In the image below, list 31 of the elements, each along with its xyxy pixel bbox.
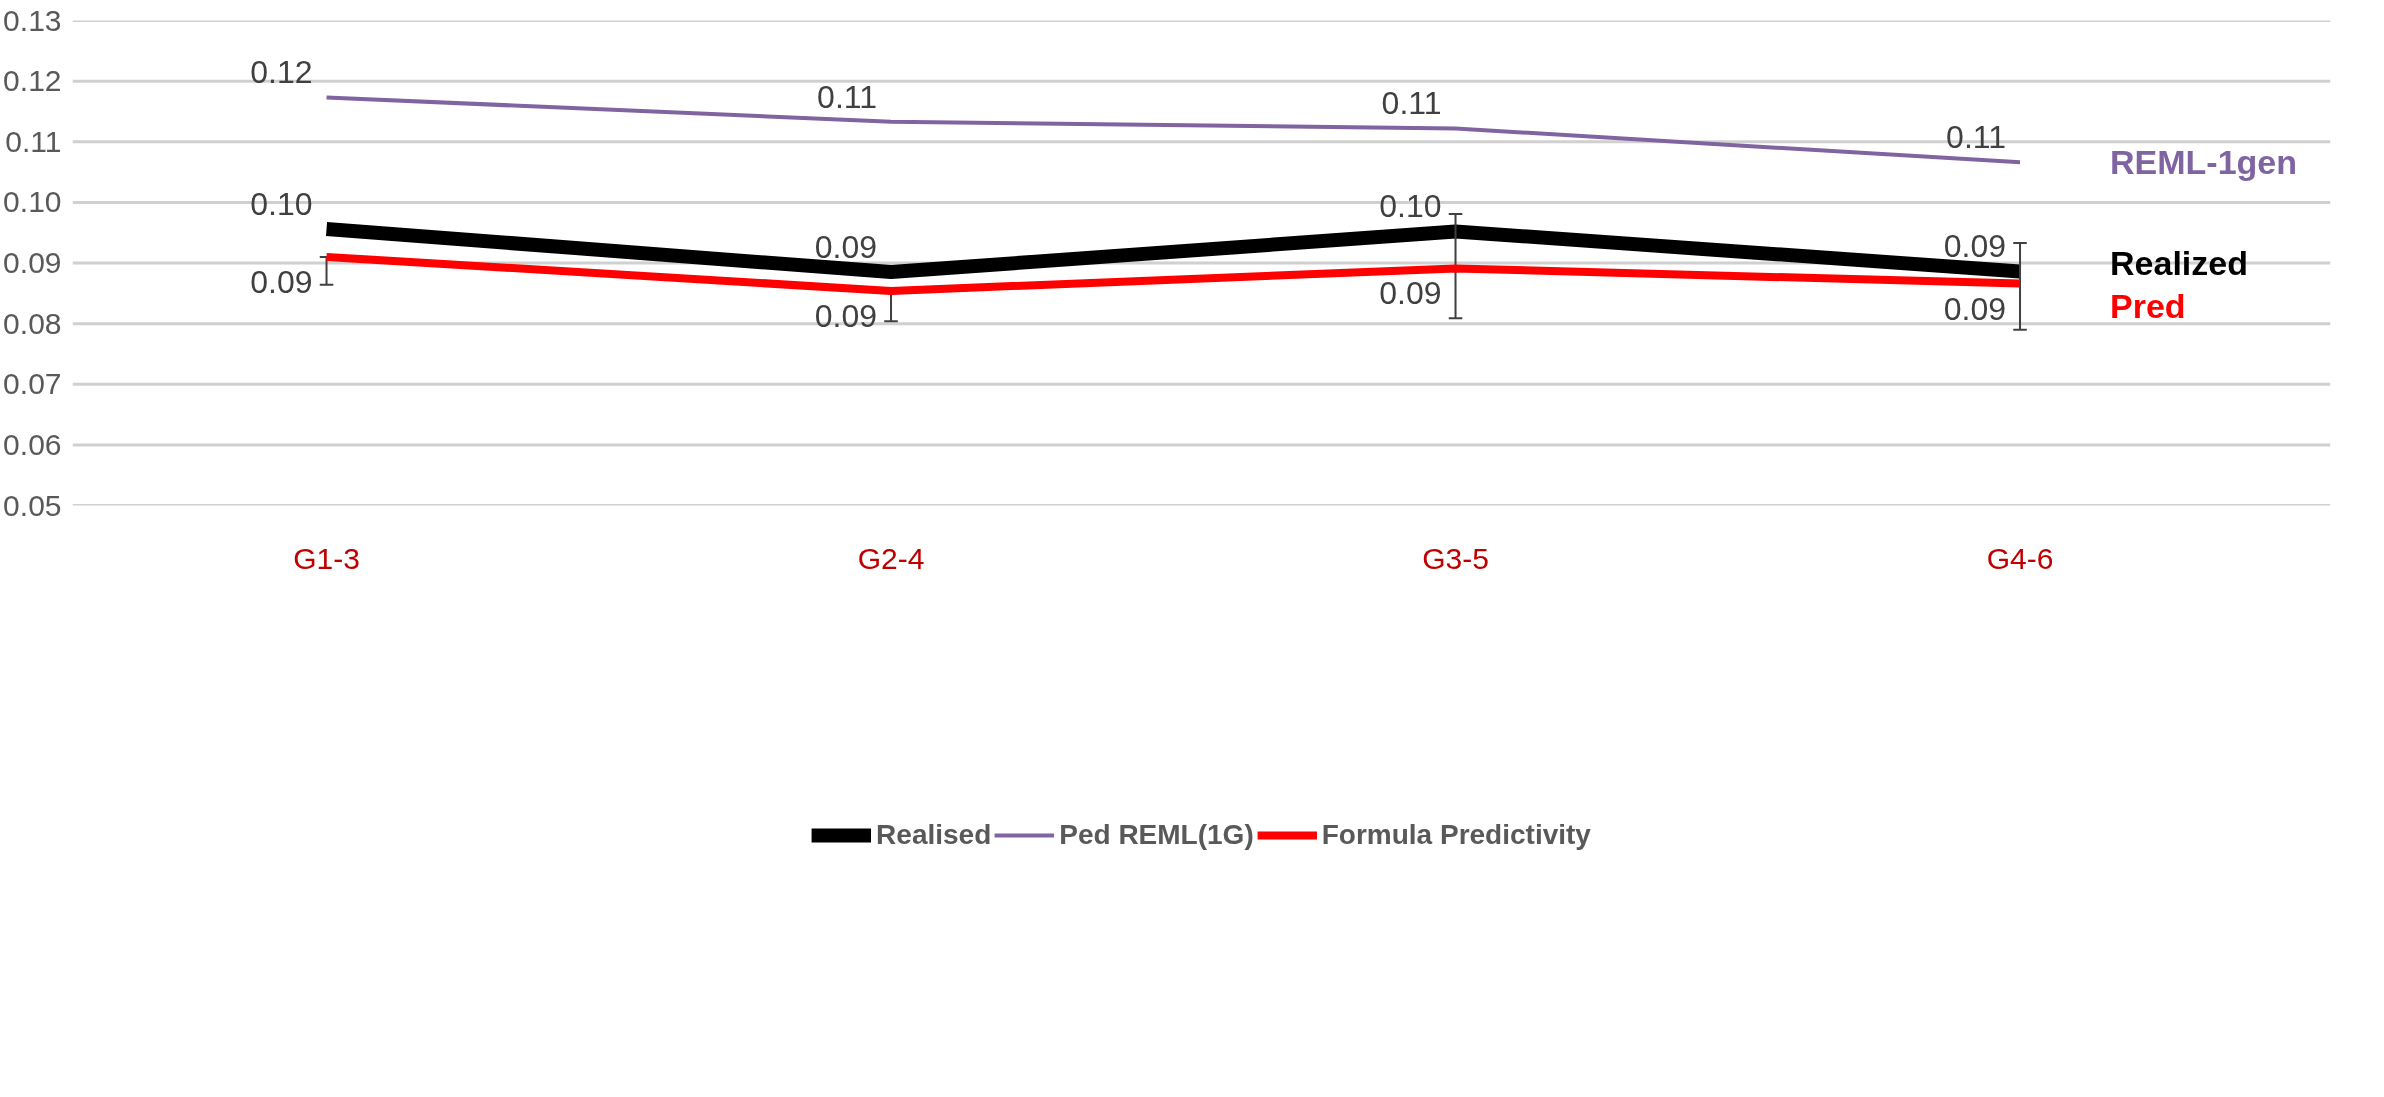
data-label: 0.12 [250,54,313,91]
legend-label: Ped REML(1G) [1059,819,1254,851]
annotation: Pred [2110,286,2186,325]
data-label: 0.09 [814,229,878,266]
y-tick-label: 0.12 [3,64,62,98]
y-tick-label: 0.07 [3,367,62,401]
y-tick-label: 0.09 [3,246,62,279]
data-label: 0.09 [1379,275,1442,312]
x-tick-label: G4-6 [1986,541,2054,575]
data-label: 0.09 [1943,228,2007,265]
annotation: REML-1gen [2110,143,2298,182]
data-label: 0.11 [1381,85,1442,122]
data-label: 0.09 [250,263,313,300]
x-tick-label: G3-5 [1422,541,1489,575]
data-label: 0.09 [814,297,878,334]
legend-label: Realised [876,819,992,851]
y-tick-label: 0.13 [3,3,62,37]
y-tick-label: 0.06 [3,427,62,461]
y-tick-label: 0.08 [3,306,62,340]
x-tick-label: G1-3 [293,541,360,575]
y-tick-label: 0.05 [3,488,62,522]
data-label: 0.11 [817,78,878,115]
data-label: 0.09 [1943,290,2007,327]
annotation: Realized [2110,244,2248,283]
data-label: 0.10 [1379,188,1442,225]
y-tick-label: 0.11 [5,124,62,158]
y-tick-label: 0.10 [3,185,62,219]
legend-label: Formula Predictivity [1321,819,1591,851]
x-tick-label: G2-4 [857,541,925,575]
data-label: 0.11 [1946,119,2007,156]
data-label: 0.10 [250,186,313,223]
